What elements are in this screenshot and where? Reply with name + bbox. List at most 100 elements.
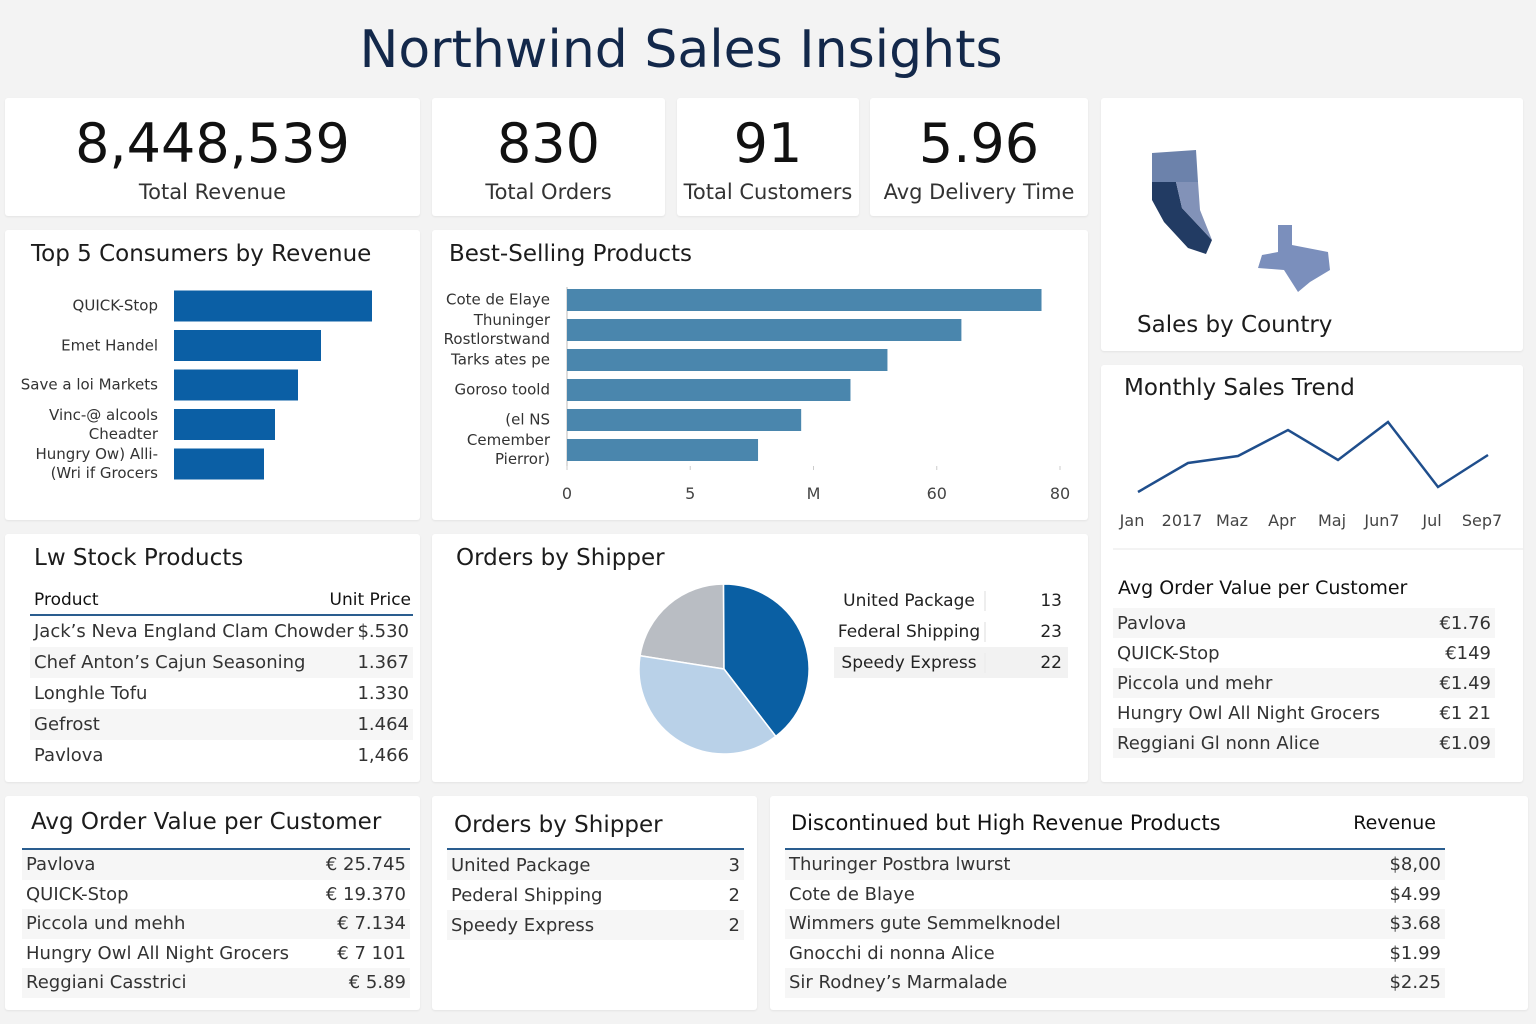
cell-value: $2.25: [1389, 972, 1441, 994]
table-card: [432, 796, 757, 1010]
legend-value: 13: [1040, 590, 1062, 611]
legend-row: Federal Shipping 23: [834, 616, 1068, 647]
table-row: Pederal Shipping 2: [447, 880, 744, 910]
bar-label: Cemember Pierror): [466, 431, 550, 468]
card-title: Sales by Country: [1137, 312, 1333, 338]
x-tick-label: M: [806, 484, 821, 503]
cell-name: Piccola und mehr: [1117, 672, 1273, 694]
cell-name: Wimmers gute Semmelknodel: [789, 913, 1061, 935]
cell-value: 1.367: [357, 652, 409, 673]
table-row: Pavlova €1.76: [1113, 608, 1495, 638]
kpi-label: Total Orders: [485, 180, 612, 204]
legend-label: Speedy Express: [834, 652, 986, 673]
cell-name: Longhle Tofu: [34, 683, 148, 704]
bar-label: QUICK-Stop: [72, 296, 158, 315]
divider: [1113, 548, 1523, 550]
column-header: Unit Price: [329, 590, 411, 610]
cell-name: QUICK-Stop: [1117, 642, 1220, 664]
cell-value: € 7 101: [337, 942, 406, 964]
table-header: Product Unit Price: [30, 590, 413, 616]
card-title: Top 5 Consumers by Revenue: [31, 241, 372, 267]
cell-name: United Package: [451, 854, 591, 876]
table: Pavlova € 25.745 QUICK-Stop € 19.370 Piccola…: [22, 848, 410, 998]
legend-row: United Package 13: [834, 585, 1068, 616]
table-row: Speedy Express 2: [447, 910, 744, 940]
cell-value: €1 21: [1439, 702, 1491, 724]
bar-label: Vinc-@ alcools Cheadter: [49, 405, 158, 443]
pie-table: United Package 13 Federal Shipping 23 Speedy…: [834, 585, 1068, 678]
cell-name: Jack’s Neva England Clam Chowder: [34, 621, 354, 642]
cell-value: €1.49: [1439, 672, 1491, 694]
cell-value: 1.464: [357, 714, 409, 735]
bar-label: Emet Handel: [61, 336, 158, 354]
cell-value: $1.99: [1389, 942, 1441, 964]
bar-label: Tarks ates pe: [451, 350, 550, 369]
cell-name: Speedy Express: [451, 914, 595, 936]
legend-label: Federal Shipping: [834, 621, 986, 642]
bar-label: Goroso toold: [454, 380, 550, 399]
card-title: Avg Order Value per Customer: [31, 809, 382, 835]
cell-name: Piccola und mehh: [26, 913, 186, 935]
table-row: Jack’s Neva England Clam Chowder $.530: [30, 616, 413, 647]
table-row: Piccola und mehh € 7.134: [22, 909, 410, 939]
cell-value: € 19.370: [325, 883, 406, 905]
bar-label: (el NS: [505, 410, 550, 429]
kpi-label: Avg Delivery Time: [883, 180, 1075, 204]
cell-value: 2: [728, 914, 740, 936]
bar-label: Hungry Ow) Alli- (Wri if Grocers: [35, 445, 159, 482]
card-title: Monthly Sales Trend: [1124, 375, 1355, 401]
cell-value: 3: [728, 854, 740, 876]
table-row: Piccola und mehr €1.49: [1113, 668, 1495, 698]
x-tick-label: 60: [926, 484, 947, 503]
table-row: QUICK-Stop € 19.370: [22, 880, 410, 910]
table-row: Pavlova 1,466: [30, 740, 413, 771]
cell-name: Pavlova: [1117, 612, 1187, 634]
cell-name: Reggiani Casstrici: [26, 972, 187, 994]
bar-label: Save a loi Markets: [20, 375, 158, 394]
table-row: Longhle Tofu 1.330: [30, 678, 413, 709]
kpi-card: 5.96 Avg Delivery Time: [870, 98, 1088, 216]
x-tick-label: Apr: [1268, 511, 1296, 530]
column-header: Revenue: [1353, 812, 1436, 834]
cell-name: Gefrost: [34, 714, 100, 735]
x-tick-label: Maj: [1317, 511, 1347, 530]
x-tick-label: Maz: [1215, 511, 1249, 530]
cell-name: Chef Anton’s Cajun Seasoning: [34, 652, 306, 673]
cell-value: €1.76: [1439, 612, 1491, 634]
kpi-value: 830: [496, 112, 601, 175]
x-tick-label: 80: [1049, 484, 1071, 503]
table-row: Cote de Blaye $4.99: [785, 880, 1445, 910]
legend-value: 23: [1040, 621, 1062, 642]
legend-row: Speedy Express 22: [834, 647, 1068, 678]
bar-label: Thuninger Rostlorstwand: [443, 311, 550, 348]
cell-name: Sir Rodney’s Marmalade: [789, 972, 1008, 994]
x-tick-label: 2017: [1161, 511, 1203, 530]
cell-value: € 5.89: [348, 972, 406, 994]
cell-name: Gnocchi di nonna Alice: [789, 942, 995, 964]
legend-label: United Package: [834, 590, 986, 611]
table-row: United Package 3: [447, 850, 744, 880]
cell-value: €149: [1445, 642, 1491, 664]
kpi-value: 8,448,539: [75, 112, 350, 175]
column-header: Product: [34, 590, 99, 610]
table-row: Hungry Owl All Night Grocers €1 21: [1113, 698, 1495, 728]
cell-value: 1.330: [357, 683, 409, 704]
cell-value: € 25.745: [325, 854, 406, 876]
table-row: Pavlova € 25.745: [22, 850, 410, 880]
x-tick-label: 5: [685, 484, 696, 503]
x-tick-label: Jun7: [1364, 511, 1400, 530]
card-title: Avg Order Value per Customer: [1118, 577, 1408, 599]
card-title: Orders by Shipper: [454, 812, 663, 838]
x-tick-label: Jan: [1119, 511, 1145, 530]
cell-name: Pavlova: [34, 745, 104, 766]
chart-card: [432, 230, 1088, 520]
table-row: Reggiani Gl nonn Alice €1.09: [1113, 728, 1495, 758]
kpi-value: 5.96: [918, 112, 1040, 175]
table-row: Gefrost 1.464: [30, 709, 413, 740]
kpi-card: 830 Total Orders: [432, 98, 665, 216]
page-title: Northwind Sales Insights: [359, 20, 1003, 80]
cell-name: Hungry Owl All Night Grocers: [26, 942, 289, 964]
kpi-card: 91 Total Customers: [677, 98, 859, 216]
kpi-card: 8,448,539 Total Revenue: [5, 98, 420, 216]
